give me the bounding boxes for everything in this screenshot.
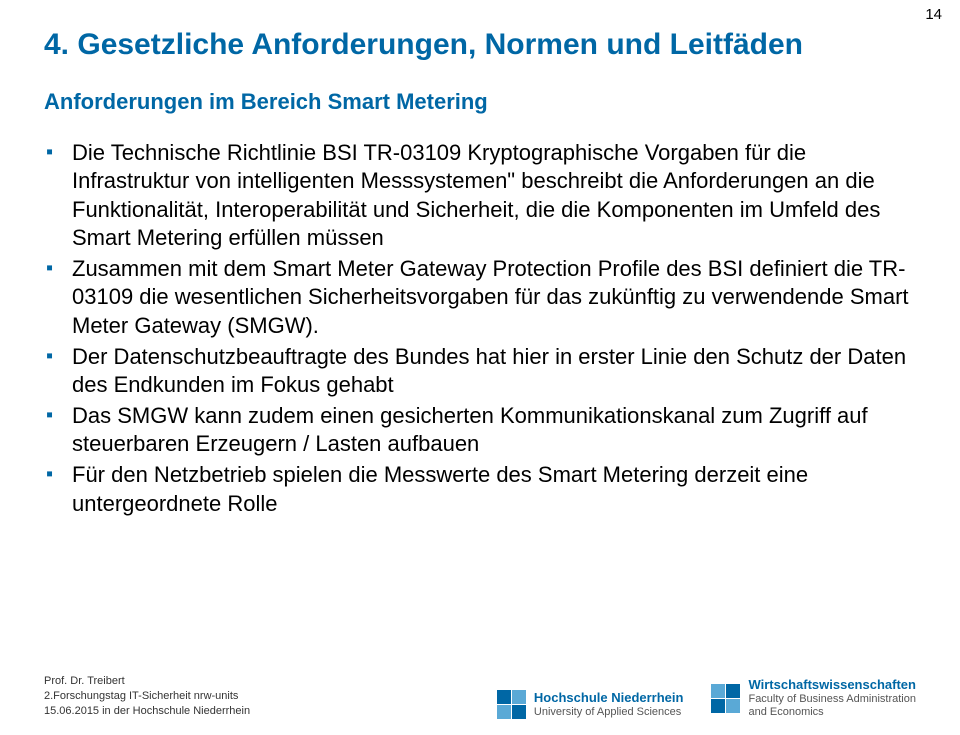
logo-text: Wirtschaftswissenschaften Faculty of Bus… xyxy=(748,677,916,719)
intro-text: Die Technische Richtlinie BSI TR-03109 K… xyxy=(72,140,880,251)
list-item: Für den Netzbetrieb spielen die Messwert… xyxy=(44,461,916,518)
bullet-text: Zusammen mit dem Smart Meter Gateway Pro… xyxy=(72,256,909,338)
footer: Prof. Dr. Treibert 2.Forschungstag IT-Si… xyxy=(44,674,916,719)
logo-squares-icon xyxy=(497,690,526,719)
content-list: Die Technische Richtlinie BSI TR-03109 K… xyxy=(44,139,916,519)
logo-main: Wirtschaftswissenschaften xyxy=(748,677,916,693)
slide-title: 4. Gesetzliche Anforderungen, Normen und… xyxy=(44,28,916,63)
bullet-text: Das SMGW kann zudem einen gesicherten Ko… xyxy=(72,403,868,457)
footer-logos: Hochschule Niederrhein University of App… xyxy=(497,677,916,719)
logo-sub: and Economics xyxy=(748,706,916,719)
logo-main: Hochschule Niederrhein xyxy=(534,690,684,706)
logo-hochschule: Hochschule Niederrhein University of App… xyxy=(497,690,684,719)
footer-event: 2.Forschungstag IT-Sicherheit nrw-units xyxy=(44,689,250,704)
footer-date: 15.06.2015 in der Hochschule Niederrhein xyxy=(44,704,250,719)
logo-text: Hochschule Niederrhein University of App… xyxy=(534,690,684,719)
list-item: Die Technische Richtlinie BSI TR-03109 K… xyxy=(44,139,916,253)
logo-squares-icon xyxy=(711,684,740,713)
list-item: Der Datenschutzbeauftragte des Bundes ha… xyxy=(44,343,916,400)
list-item: Zusammen mit dem Smart Meter Gateway Pro… xyxy=(44,255,916,341)
bullet-text: Der Datenschutzbeauftragte des Bundes ha… xyxy=(72,344,906,398)
logo-faculty: Wirtschaftswissenschaften Faculty of Bus… xyxy=(711,677,916,719)
footer-left: Prof. Dr. Treibert 2.Forschungstag IT-Si… xyxy=(44,674,250,719)
slide-body: 4. Gesetzliche Anforderungen, Normen und… xyxy=(0,0,960,518)
page-number: 14 xyxy=(925,6,942,23)
logo-sub: University of Applied Sciences xyxy=(534,706,684,719)
footer-author: Prof. Dr. Treibert xyxy=(44,674,250,689)
logo-sub: Faculty of Business Administration xyxy=(748,693,916,706)
list-item: Das SMGW kann zudem einen gesicherten Ko… xyxy=(44,402,916,459)
slide-subtitle: Anforderungen im Bereich Smart Metering xyxy=(44,89,916,115)
bullet-text: Für den Netzbetrieb spielen die Messwert… xyxy=(72,462,808,516)
